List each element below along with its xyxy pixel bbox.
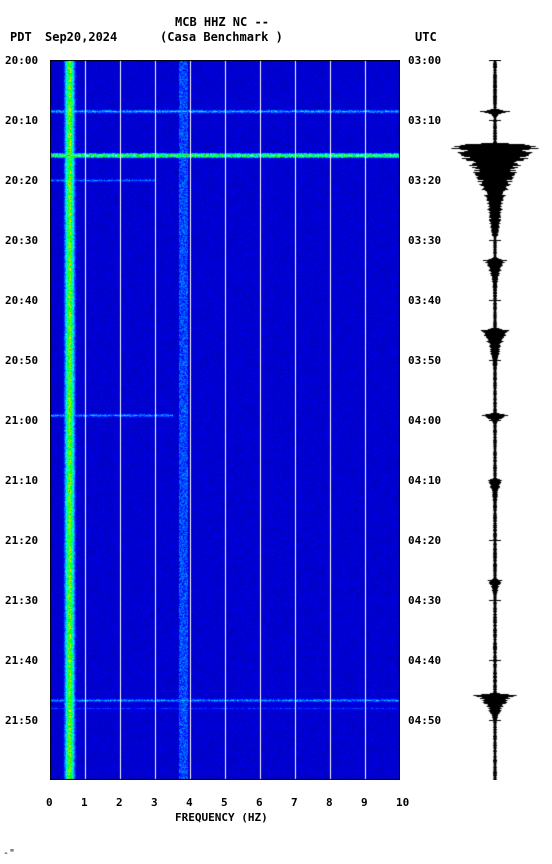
freq-tick: 8 [326,796,333,809]
time-tick-right: 04:00 [408,414,441,427]
time-tick-left: 21:30 [5,594,38,607]
seismogram-plot [445,60,545,780]
freq-tick: 3 [151,796,158,809]
tz-left: PDT [10,30,32,44]
time-tick-right: 03:40 [408,294,441,307]
time-tick-right: 03:50 [408,354,441,367]
freq-tick: 0 [46,796,53,809]
time-tick-right: 03:30 [408,234,441,247]
time-tick-left: 20:00 [5,54,38,67]
time-tick-left: 21:50 [5,714,38,727]
figure-container: MCB HHZ NC -- PDT Sep20,2024 (Casa Bench… [0,0,552,864]
time-tick-left: 20:30 [5,234,38,247]
freq-tick: 2 [116,796,123,809]
footer-mark: -" [3,848,15,859]
time-tick-left: 21:00 [5,414,38,427]
time-tick-left: 20:20 [5,174,38,187]
freq-tick: 10 [396,796,409,809]
time-tick-left: 21:10 [5,474,38,487]
freq-tick: 5 [221,796,228,809]
time-tick-left: 20:10 [5,114,38,127]
freq-tick: 6 [256,796,263,809]
time-tick-left: 21:40 [5,654,38,667]
time-tick-left: 20:40 [5,294,38,307]
freq-tick: 4 [186,796,193,809]
freq-tick: 7 [291,796,298,809]
time-tick-left: 21:20 [5,534,38,547]
spectrogram-plot [50,60,400,780]
time-tick-left: 20:50 [5,354,38,367]
time-tick-right: 04:40 [408,654,441,667]
station-code: MCB HHZ NC -- [175,15,269,29]
time-tick-right: 04:10 [408,474,441,487]
time-tick-right: 03:00 [408,54,441,67]
time-tick-right: 03:20 [408,174,441,187]
time-tick-right: 04:50 [408,714,441,727]
station-name: (Casa Benchmark ) [160,30,283,44]
time-tick-right: 04:30 [408,594,441,607]
tz-right: UTC [415,30,437,44]
freq-tick: 1 [81,796,88,809]
freq-tick: 9 [361,796,368,809]
date-label: Sep20,2024 [45,30,117,44]
time-tick-right: 04:20 [408,534,441,547]
time-tick-right: 03:10 [408,114,441,127]
freq-axis-title: FREQUENCY (HZ) [175,811,268,824]
